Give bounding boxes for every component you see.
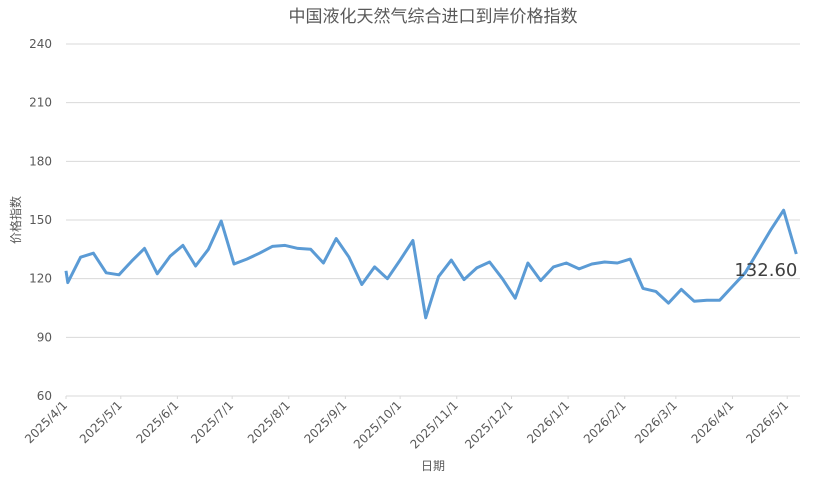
x-tick-label: 2025/11/1	[407, 398, 460, 451]
y-tick-label: 150	[29, 213, 52, 227]
x-tick-label: 2026/2/1	[581, 398, 629, 446]
x-tick-label: 2025/5/1	[77, 398, 125, 446]
end-label: 132.60	[734, 260, 797, 281]
y-tick-label: 240	[29, 37, 52, 51]
x-tick-label: 2025/4/1	[22, 398, 70, 446]
y-tick-label: 60	[37, 389, 52, 403]
x-tick-label: 2025/12/1	[462, 398, 515, 451]
x-axis-title: 日期	[421, 459, 445, 473]
y-axis-title: 价格指数	[8, 196, 23, 244]
x-tick-label: 2025/6/1	[133, 398, 181, 446]
x-tick-label: 2026/1/1	[524, 398, 572, 446]
x-tick-label: 2026/3/1	[632, 398, 680, 446]
x-tick-label: 2025/10/1	[351, 398, 404, 451]
y-tick-label: 90	[37, 330, 52, 344]
y-tick-label: 120	[29, 272, 52, 286]
data-line	[64, 208, 798, 320]
x-tick-label: 2026/4/1	[689, 398, 737, 446]
x-tick-label: 2025/8/1	[245, 398, 293, 446]
chart-title: 中国液化天然气综合进口到岸价格指数	[289, 7, 578, 27]
y-tick-label: 210	[29, 96, 52, 110]
x-tick-label: 2025/9/1	[301, 398, 349, 446]
x-tick-label: 2025/7/1	[188, 398, 236, 446]
x-tick-label: 2026/5/1	[743, 398, 791, 446]
y-tick-label: 180	[29, 154, 52, 168]
